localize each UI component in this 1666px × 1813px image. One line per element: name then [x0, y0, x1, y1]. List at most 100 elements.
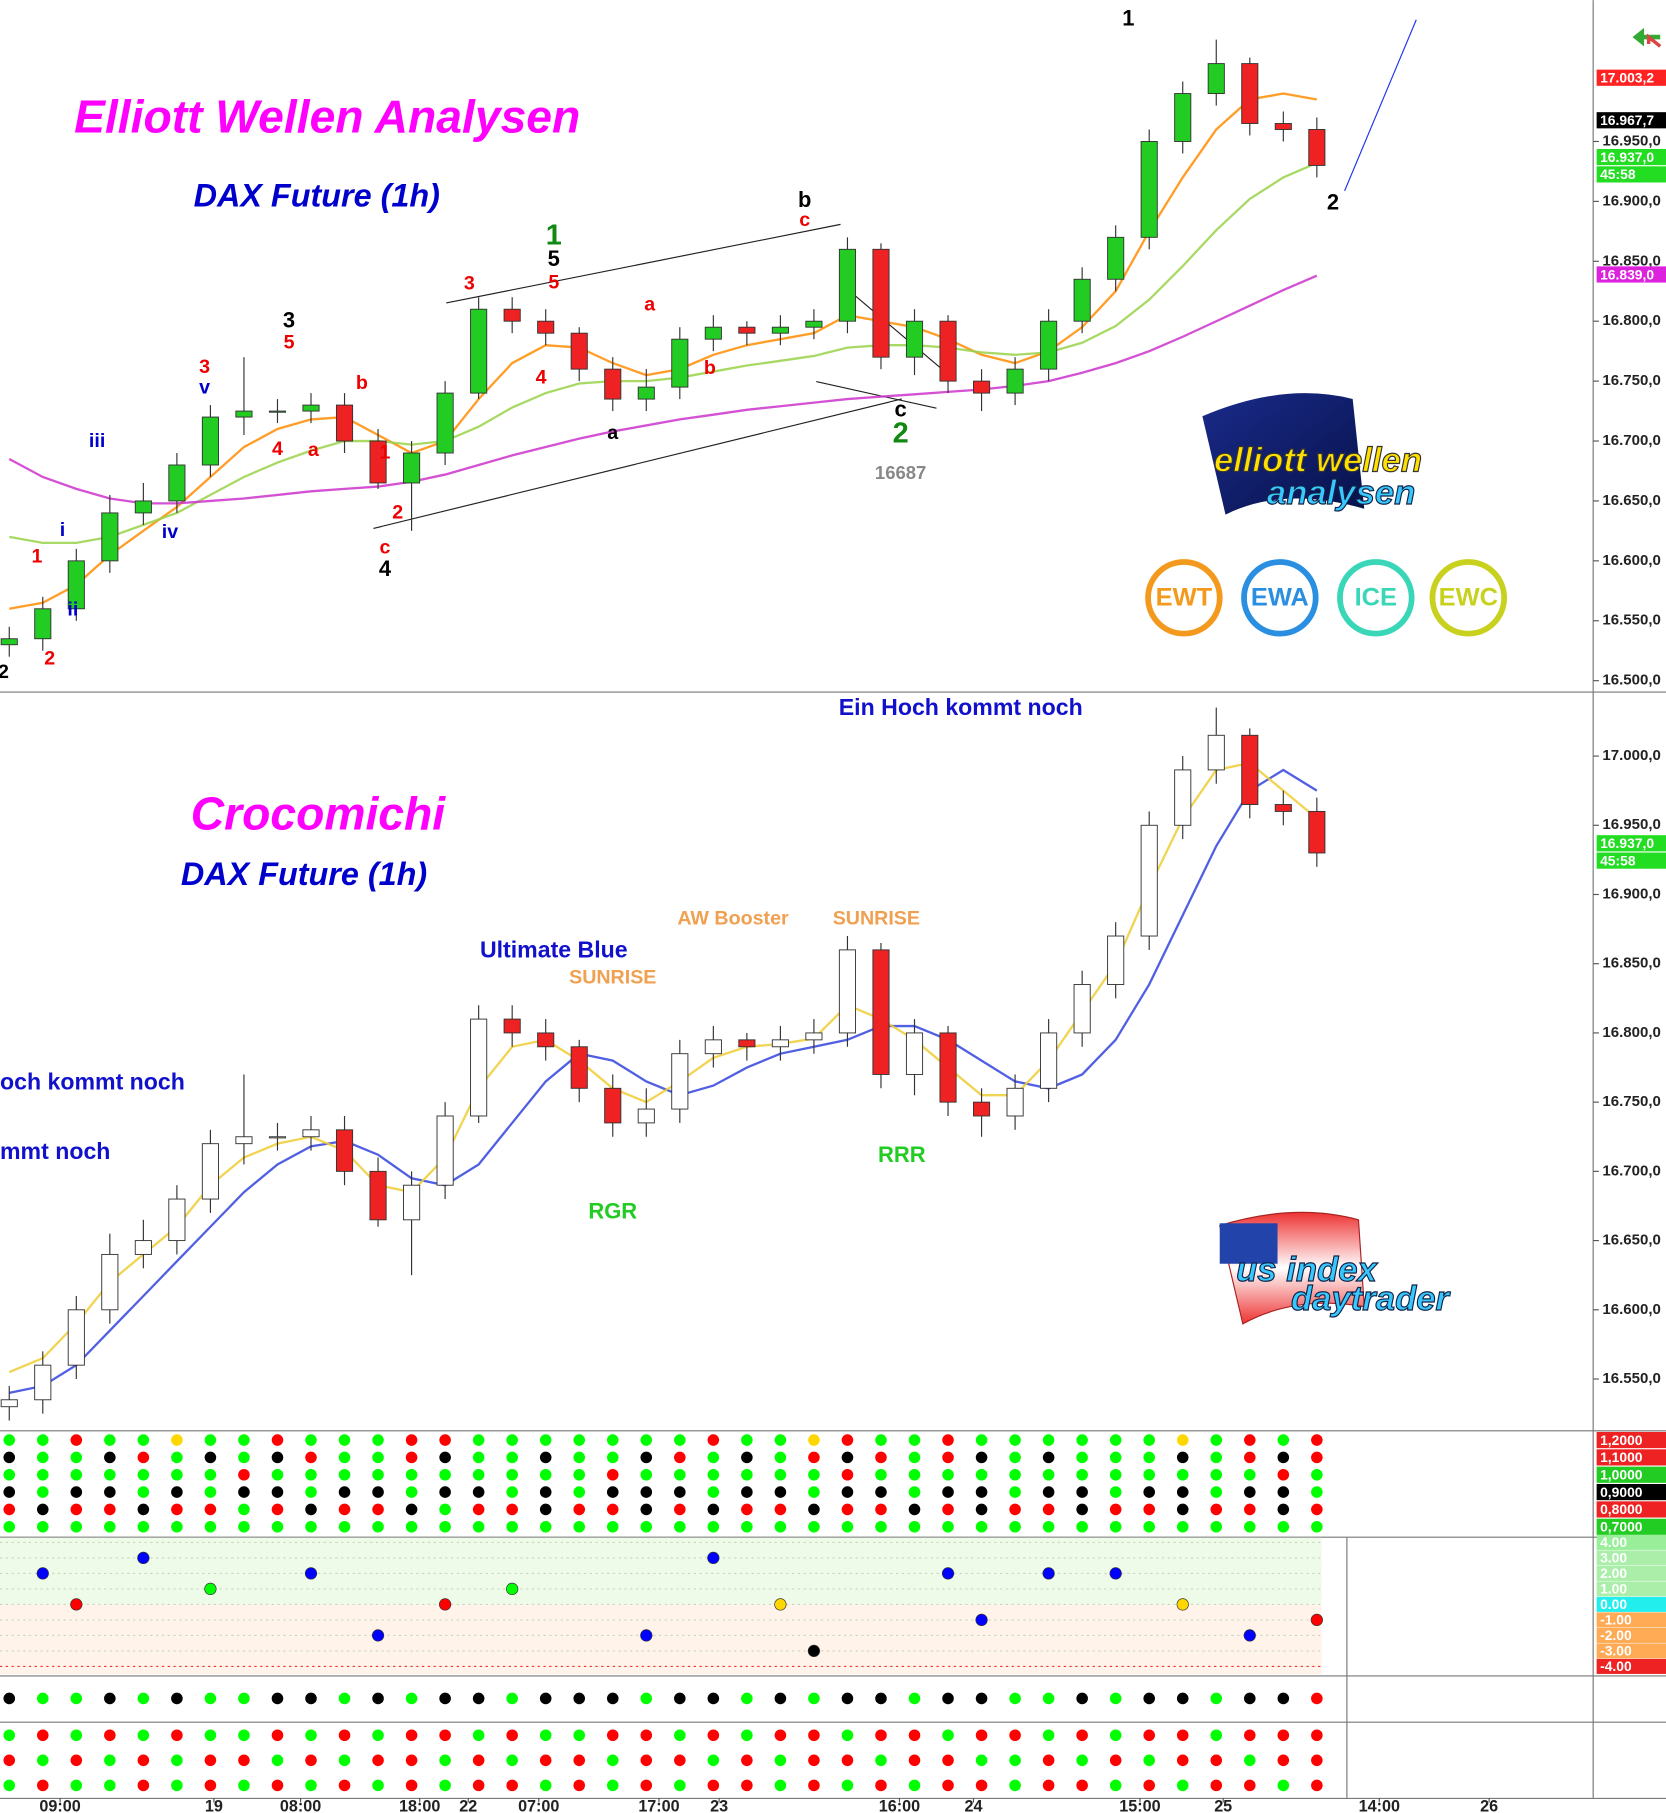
signal-dot	[372, 1729, 384, 1742]
signal-dot	[875, 1779, 887, 1792]
signal-dot	[405, 1779, 418, 1792]
y-tick-label: 16.500,0	[1602, 672, 1660, 689]
signal-dot	[271, 1754, 284, 1767]
signal-dot	[875, 1468, 887, 1481]
y-tick-label: 1,1000	[1600, 1449, 1643, 1465]
signal-dot	[405, 1729, 418, 1742]
y-tick-label: 16.650,0	[1602, 492, 1660, 509]
y-tick-label: 16.600,0	[1602, 1301, 1660, 1318]
signal-dot	[1042, 1503, 1055, 1516]
candle-body	[1107, 236, 1125, 280]
signal-dot	[841, 1486, 854, 1498]
y-tick-label: 16.650,0	[1602, 1232, 1660, 1249]
signal-dot	[472, 1729, 485, 1742]
signal-dot	[875, 1520, 887, 1533]
y-tick-box	[1596, 1612, 1666, 1628]
signal-dot	[271, 1692, 284, 1705]
signal-dot	[808, 1451, 820, 1464]
signal-dot	[104, 1779, 116, 1792]
signal-dot	[908, 1779, 921, 1792]
signal-dot	[942, 1729, 954, 1742]
signal-dot	[70, 1754, 83, 1767]
signal-dot	[640, 1468, 653, 1481]
signal-dot	[238, 1729, 250, 1742]
signal-dot	[1009, 1451, 1021, 1464]
trend-lines	[373, 19, 1417, 530]
y-tick-box	[1596, 1534, 1666, 1550]
time-label: 19	[205, 1797, 223, 1813]
signal-dot	[674, 1779, 686, 1792]
signal-dot	[808, 1754, 820, 1767]
signal-dot	[808, 1486, 820, 1498]
price-tag-box	[1596, 266, 1666, 283]
y-tick-label: 16.550,0	[1602, 612, 1660, 629]
signal-dot	[171, 1503, 183, 1516]
badge-ring	[1145, 559, 1223, 637]
wave-label: b	[798, 187, 811, 212]
signal-dot	[1244, 1468, 1256, 1481]
candle-body	[403, 1184, 421, 1221]
y-tick-label: 17.000,0	[1602, 747, 1660, 764]
signal-dot	[204, 1468, 217, 1481]
signal-dot	[70, 1779, 83, 1792]
wave-label: 4	[272, 438, 283, 460]
signal-dot	[606, 1729, 619, 1742]
wave-label: 5	[548, 272, 559, 294]
wave-label: 1	[32, 546, 43, 568]
countdown-box	[1596, 852, 1666, 869]
signal-dot	[137, 1434, 150, 1446]
signal-dot	[674, 1486, 686, 1498]
signal-dot	[1042, 1468, 1055, 1481]
wave-label: 1	[380, 441, 391, 463]
y-tick-box	[1596, 1627, 1666, 1643]
moving-average	[8, 761, 1318, 1374]
signal-dot	[36, 1468, 49, 1481]
signal-dot	[70, 1486, 83, 1498]
signal-dot	[942, 1451, 954, 1464]
wave-label: 1	[546, 220, 562, 252]
signal-dot	[1210, 1754, 1223, 1767]
signal-dot	[741, 1779, 753, 1792]
time-label: 26	[1480, 1797, 1498, 1813]
signal-dot	[1076, 1520, 1088, 1533]
signal-dot	[271, 1520, 284, 1533]
signal-dot	[1009, 1779, 1021, 1792]
signal-dot	[741, 1520, 753, 1533]
candle-body	[604, 368, 622, 400]
signal-dot	[506, 1451, 518, 1464]
y-tick-box	[1596, 1596, 1666, 1612]
signal-dot	[104, 1729, 116, 1742]
signal-dot	[238, 1486, 250, 1498]
signal-dot	[1009, 1520, 1021, 1533]
signal-dot	[1143, 1779, 1155, 1792]
y-tick-label: 16.750,0	[1602, 1093, 1660, 1110]
chart-subtitle: DAX Future (1h)	[194, 177, 440, 213]
signal-dot	[942, 1468, 954, 1481]
signal-dot	[1042, 1434, 1055, 1446]
elliott-logo: elliott wellen analysen	[1202, 393, 1423, 515]
signal-dot	[405, 1434, 418, 1446]
wave-label: iii	[89, 430, 105, 452]
signal-dot	[1143, 1468, 1155, 1481]
signal-dot	[741, 1729, 753, 1742]
logo-text: elliott wellen	[1214, 442, 1422, 480]
signal-dot	[573, 1520, 586, 1533]
signal-dot	[1277, 1754, 1290, 1767]
candle-body	[1308, 810, 1326, 854]
signal-dot	[204, 1503, 217, 1516]
signal-dot	[1210, 1451, 1223, 1464]
signal-dot	[640, 1486, 653, 1498]
signal-dot	[70, 1503, 83, 1516]
signal-dot	[338, 1754, 351, 1767]
signal-dot	[439, 1468, 451, 1481]
y-tick-label: 16.700,0	[1602, 1162, 1660, 1179]
signal-dot	[271, 1486, 284, 1498]
signal-dot	[70, 1729, 83, 1742]
signal-dot	[774, 1503, 787, 1516]
signal-dot	[338, 1486, 351, 1498]
signal-dot	[36, 1503, 49, 1516]
y-tick-box	[1596, 1643, 1666, 1659]
y-tick-box	[1596, 1581, 1666, 1597]
signal-dot	[1076, 1503, 1088, 1516]
signal-dot	[137, 1451, 150, 1464]
